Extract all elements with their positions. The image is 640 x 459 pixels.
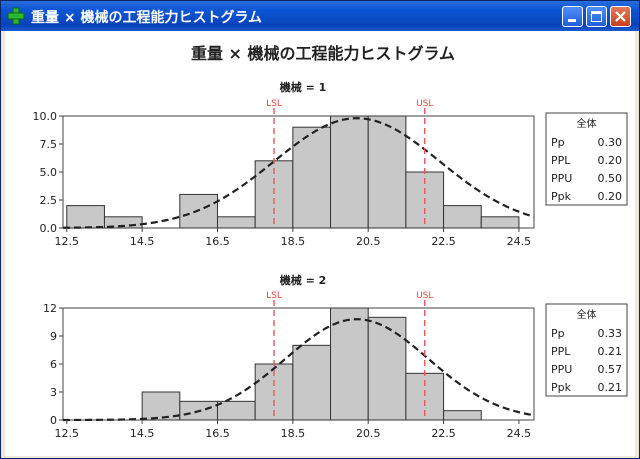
y-tick-label: 0 bbox=[50, 414, 57, 427]
stats-box bbox=[545, 303, 628, 397]
stat-value: 0.30 bbox=[598, 136, 623, 149]
histogram-bar bbox=[443, 205, 482, 229]
chart-title: 重量 × 機械の工程能力ヒストグラム bbox=[191, 44, 455, 63]
y-tick-label: 0.0 bbox=[40, 222, 58, 235]
stat-label: PPU bbox=[551, 363, 572, 376]
histogram-panel-1: 機械 = 1 LSL USL 0.0 2.5 5.0 7.5 10.0 12.5 14.5 16.5… bbox=[33, 80, 628, 248]
stat-label: PPU bbox=[551, 172, 572, 185]
y-tick-label: 9 bbox=[50, 330, 57, 343]
stat-value: 0.20 bbox=[598, 154, 623, 167]
maximize-button[interactable] bbox=[586, 6, 607, 27]
histogram-bar bbox=[330, 115, 369, 229]
usl-label: USL bbox=[416, 99, 433, 109]
window-title: 重量 × 機械の工程能力ヒストグラム bbox=[31, 10, 263, 26]
stat-value: 0.21 bbox=[598, 381, 623, 394]
stats-box bbox=[545, 112, 628, 206]
x-tick-label: 20.5 bbox=[356, 235, 381, 248]
plus-icon bbox=[7, 7, 25, 25]
y-tick-label: 3 bbox=[50, 386, 57, 399]
y-tick-label: 12 bbox=[43, 302, 57, 315]
x-tick-label: 24.5 bbox=[507, 235, 532, 248]
normal-fit-curve bbox=[62, 318, 535, 422]
stats-header: 全体 bbox=[577, 308, 597, 321]
histogram-bar bbox=[443, 410, 482, 421]
histogram-bar bbox=[367, 316, 407, 421]
stat-value: 0.20 bbox=[598, 190, 623, 203]
x-tick-label: 14.5 bbox=[130, 235, 155, 248]
histogram-bar bbox=[330, 307, 369, 421]
title-bar[interactable]: 重量 × 機械の工程能力ヒストグラム bbox=[1, 1, 639, 31]
stat-value: 0.33 bbox=[598, 327, 623, 340]
usl-label: USL bbox=[416, 291, 433, 301]
x-tick-label: 12.5 bbox=[55, 427, 80, 440]
histogram-panel-2: 機械 = 2 LSL USL 0 3 6 9 12 12.5 14.5 16.5 18.5 20.5 22… bbox=[43, 273, 628, 440]
histogram-bar bbox=[292, 126, 332, 229]
x-tick-label: 12.5 bbox=[55, 235, 80, 248]
x-tick-label: 18.5 bbox=[281, 427, 306, 440]
x-tick-label: 18.5 bbox=[281, 235, 306, 248]
histogram-bar bbox=[216, 216, 256, 229]
lsl-label: LSL bbox=[266, 291, 282, 301]
chart-area: 重量 × 機械の工程能力ヒストグラム 機械 = 1 LSL USL 0.0 2.5 5.0… bbox=[5, 31, 635, 456]
stat-label: PPL bbox=[551, 345, 571, 358]
y-tick-label: 5.0 bbox=[40, 166, 58, 179]
minimize-button[interactable] bbox=[562, 6, 583, 27]
histogram-bar bbox=[216, 400, 256, 421]
stat-label: Pp bbox=[551, 136, 565, 149]
normal-fit-curve bbox=[62, 117, 535, 229]
x-tick-label: 22.5 bbox=[431, 427, 456, 440]
y-tick-label: 10.0 bbox=[33, 110, 58, 123]
maximize-icon bbox=[591, 11, 602, 22]
histogram-bar bbox=[103, 216, 143, 229]
stats-header: 全体 bbox=[577, 117, 597, 130]
capability-histogram-chart: 重量 × 機械の工程能力ヒストグラム 機械 = 1 LSL USL 0.0 2.5 5.0… bbox=[33, 44, 628, 440]
histogram-bar bbox=[66, 205, 105, 229]
stat-value: 0.50 bbox=[598, 172, 623, 185]
x-tick-label: 16.5 bbox=[205, 235, 230, 248]
x-tick-label: 20.5 bbox=[356, 427, 381, 440]
close-button[interactable] bbox=[610, 6, 631, 27]
histogram-bar bbox=[480, 216, 520, 229]
panel-label: 機械 = 2 bbox=[280, 273, 327, 287]
stat-value: 0.21 bbox=[598, 345, 623, 358]
y-tick-label: 2.5 bbox=[40, 194, 58, 207]
x-tick-label: 14.5 bbox=[130, 427, 155, 440]
stat-value: 0.57 bbox=[598, 363, 623, 376]
histogram-bar bbox=[292, 344, 332, 421]
histogram-bar bbox=[179, 193, 218, 229]
y-tick-label: 6 bbox=[50, 358, 57, 371]
x-tick-label: 16.5 bbox=[205, 427, 230, 440]
stat-label: PPL bbox=[551, 154, 571, 167]
stat-label: Ppk bbox=[551, 190, 572, 203]
minimize-icon bbox=[568, 19, 576, 22]
close-icon bbox=[615, 11, 626, 22]
stat-label: Pp bbox=[551, 327, 565, 340]
stat-label: Ppk bbox=[551, 381, 572, 394]
panel-label: 機械 = 1 bbox=[280, 80, 327, 94]
histogram-bar bbox=[367, 115, 407, 229]
x-tick-label: 24.5 bbox=[507, 427, 532, 440]
x-tick-label: 22.5 bbox=[431, 235, 456, 248]
y-tick-label: 7.5 bbox=[40, 138, 58, 151]
lsl-label: LSL bbox=[266, 99, 282, 109]
